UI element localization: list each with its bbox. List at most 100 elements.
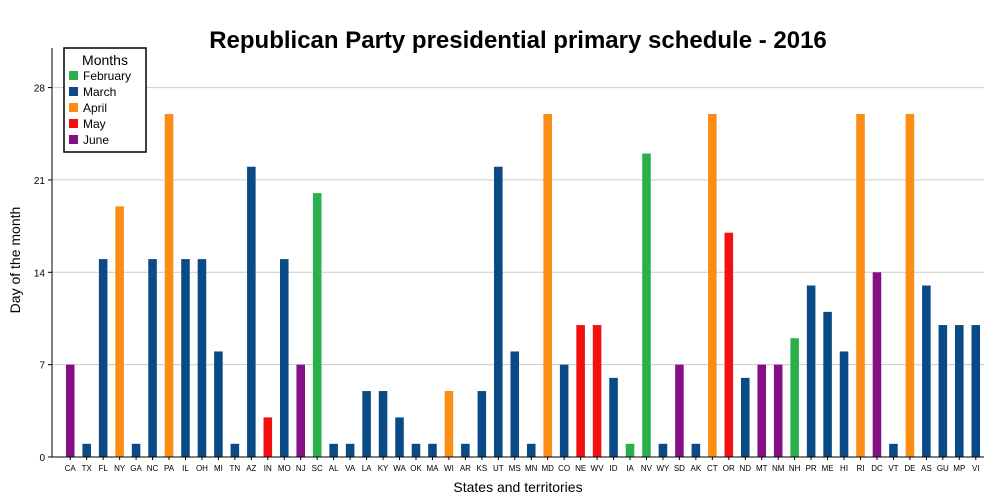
- legend-swatch: [69, 119, 78, 128]
- legend-label: February: [83, 69, 131, 83]
- bar: [576, 325, 585, 457]
- x-tick-label: ME: [822, 464, 834, 473]
- bar: [65, 364, 75, 457]
- x-tick-label: PA: [164, 464, 175, 473]
- x-tick-label: MP: [953, 464, 965, 473]
- bar: [296, 364, 306, 457]
- chart-title: Republican Party presidential primary sc…: [209, 27, 827, 54]
- bar: [263, 417, 273, 457]
- legend-title: Months: [82, 52, 128, 68]
- x-tick-label: NM: [772, 464, 785, 473]
- bar: [82, 443, 91, 457]
- y-tick-label: 14: [34, 268, 46, 279]
- bar: [247, 166, 256, 457]
- bar: [148, 259, 157, 457]
- x-tick-label: SC: [312, 464, 323, 473]
- bar: [922, 285, 931, 457]
- x-tick-label: MD: [541, 464, 554, 473]
- bar: [609, 377, 618, 457]
- x-tick-label: WV: [591, 464, 605, 473]
- bar: [905, 113, 915, 457]
- legend-label: June: [83, 133, 109, 147]
- legend-swatch: [69, 103, 78, 112]
- x-tick-label: GU: [937, 464, 949, 473]
- x-tick-label: CO: [558, 464, 570, 473]
- bar: [214, 351, 223, 457]
- bar: [131, 443, 141, 457]
- bar: [428, 443, 437, 457]
- bar: [510, 351, 520, 457]
- x-tick-label: FL: [98, 464, 108, 473]
- bar: [543, 113, 552, 457]
- x-tick-label: IN: [264, 464, 272, 473]
- legend-label: April: [83, 101, 107, 115]
- x-tick-label: MS: [509, 464, 521, 473]
- x-axis-label: States and territories: [453, 479, 582, 495]
- x-tick-label: HI: [840, 464, 848, 473]
- bar: [345, 443, 355, 457]
- x-tick-label: NE: [575, 464, 586, 473]
- x-tick-label: TN: [230, 464, 241, 473]
- bar: [181, 259, 190, 457]
- bars: [65, 113, 981, 457]
- bar: [115, 206, 124, 457]
- bar: [740, 377, 750, 457]
- x-tick-label: WA: [393, 464, 406, 473]
- x-tick-label: CT: [707, 464, 718, 473]
- x-tick-label: MI: [214, 464, 223, 473]
- bar: [625, 443, 635, 457]
- bar: [164, 113, 174, 457]
- x-tick-label: ID: [610, 464, 618, 473]
- x-tick-label: RI: [857, 464, 865, 473]
- legend-box: [63, 47, 147, 153]
- x-tick-label: NH: [789, 464, 801, 473]
- bar: [362, 391, 371, 457]
- bar: [938, 325, 948, 457]
- bar: [658, 443, 668, 457]
- bar: [773, 364, 783, 457]
- x-tick-label: ND: [739, 464, 751, 473]
- bar: [823, 311, 832, 457]
- x-tick-label: NY: [114, 464, 126, 473]
- x-tick-label: KS: [477, 464, 488, 473]
- legend-label: March: [83, 85, 116, 99]
- bar: [279, 259, 289, 457]
- x-tick-label: WY: [657, 464, 671, 473]
- bar: [444, 391, 454, 457]
- x-tick-label: VA: [345, 464, 356, 473]
- x-tick-label: NV: [641, 464, 653, 473]
- x-tick-label: OR: [723, 464, 735, 473]
- x-tick-label: MO: [278, 464, 291, 473]
- legend: Months February March April May June: [63, 47, 147, 153]
- x-tick-label: VT: [888, 464, 898, 473]
- bar: [724, 232, 734, 457]
- bar: [461, 443, 470, 457]
- legend-swatch: [69, 71, 78, 80]
- bar: [889, 443, 898, 457]
- bar: [526, 443, 536, 457]
- bar: [230, 443, 240, 457]
- x-tick-label: CA: [65, 464, 77, 473]
- y-tick-label: 21: [34, 176, 46, 187]
- bar: [872, 272, 882, 457]
- x-tick-label: OK: [410, 464, 422, 473]
- x-tick-label: SD: [674, 464, 685, 473]
- x-tick-label: UT: [493, 464, 504, 473]
- y-ticks: 0 7 14 21 28: [34, 84, 52, 464]
- bar: [329, 443, 338, 457]
- x-tick-label: AZ: [246, 464, 256, 473]
- x-tick-label: NC: [147, 464, 159, 473]
- bar: [955, 325, 964, 457]
- bar: [98, 259, 108, 457]
- y-axis-label: Day of the month: [7, 207, 23, 314]
- bar: [806, 285, 816, 457]
- x-tick-label: IL: [182, 464, 189, 473]
- bar: [790, 338, 799, 457]
- bar: [312, 193, 322, 457]
- x-tick-label: IA: [626, 464, 634, 473]
- x-tick-label: AR: [460, 464, 471, 473]
- bar: [708, 113, 717, 457]
- bar: [477, 391, 487, 457]
- bar: [856, 113, 865, 457]
